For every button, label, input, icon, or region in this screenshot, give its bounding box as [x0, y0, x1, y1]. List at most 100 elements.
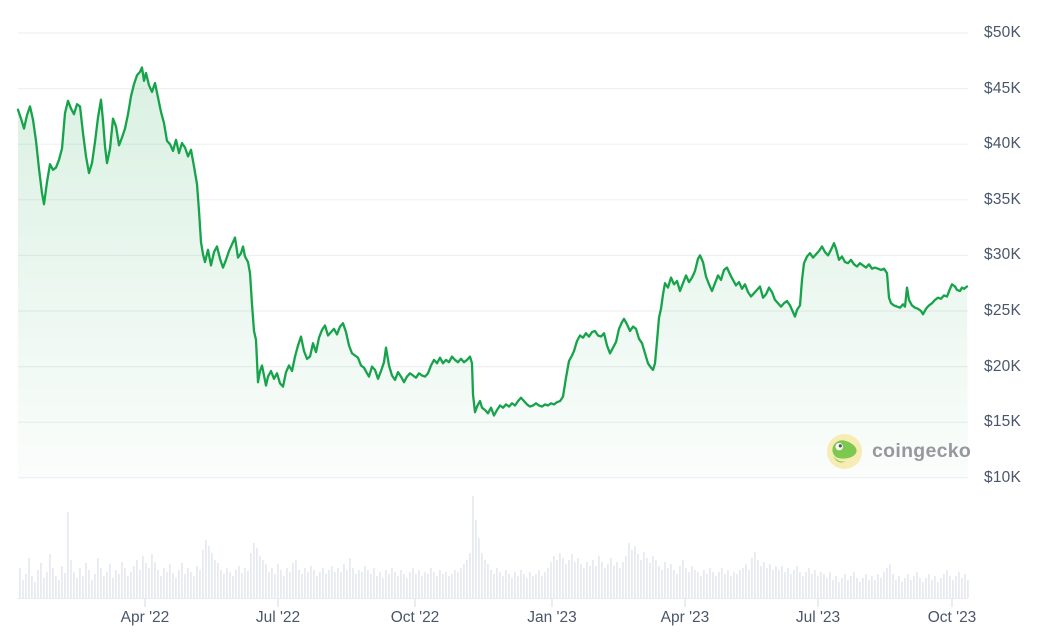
volume-bar	[862, 578, 864, 598]
volume-bar	[337, 568, 339, 598]
volume-bar	[406, 578, 408, 598]
volume-bar	[730, 576, 732, 598]
volume-bar	[271, 568, 273, 598]
volume-bar	[397, 576, 399, 598]
volume-bar	[109, 564, 111, 598]
volume-bar	[187, 568, 189, 598]
volume-bar	[619, 568, 621, 598]
volume-bar	[727, 570, 729, 598]
volume-bar	[949, 576, 951, 598]
volume-bar	[835, 576, 837, 598]
volume-bar	[601, 562, 603, 598]
volume-bar	[514, 572, 516, 598]
volume-bar	[709, 568, 711, 598]
y-tick-label: $10K	[984, 469, 1021, 486]
volume-bar	[748, 570, 750, 598]
volume-bar	[352, 568, 354, 598]
volume-bar	[250, 553, 252, 598]
volume-bar	[400, 570, 402, 598]
y-tick-label: $50K	[984, 24, 1021, 41]
volume-bar	[817, 576, 819, 598]
volume-bar	[232, 576, 234, 598]
volume-bar	[928, 574, 930, 598]
volume-bar	[877, 574, 879, 598]
volume-bar	[355, 574, 357, 598]
volume-bar	[367, 570, 369, 598]
volume-bar	[826, 578, 828, 598]
volume-bar	[157, 570, 159, 598]
volume-bar	[628, 543, 630, 598]
volume-bar	[358, 570, 360, 598]
volume-bar	[631, 550, 633, 598]
volume-bar	[583, 568, 585, 598]
volume-bar	[94, 574, 96, 598]
volume-bar	[142, 556, 144, 598]
volume-bar	[430, 568, 432, 598]
volume-bar	[649, 563, 651, 598]
volume-bar	[703, 570, 705, 598]
volume-bar	[706, 574, 708, 598]
volume-bar	[865, 574, 867, 598]
y-tick-label: $15K	[984, 413, 1021, 430]
volume-bar	[556, 560, 558, 598]
x-tick-label: Apr '22	[120, 609, 170, 626]
volume-bar	[325, 574, 327, 598]
x-tick-label: Apr '23	[660, 609, 710, 626]
volume-bar	[943, 574, 945, 598]
volume-bar	[427, 574, 429, 598]
volume-bar	[805, 572, 807, 598]
x-tick-label: Jul '22	[255, 609, 301, 626]
y-tick-label: $20K	[984, 358, 1021, 375]
volume-bar	[208, 546, 210, 598]
volume-bar	[169, 564, 171, 598]
volume-bar	[121, 562, 123, 598]
volume-bar	[283, 576, 285, 598]
volume-bar	[829, 572, 831, 598]
volume-bar	[904, 578, 906, 598]
volume-bar	[451, 574, 453, 598]
coingecko-logo-icon	[827, 433, 862, 469]
volume-bar	[424, 572, 426, 598]
volume-bar	[379, 572, 381, 598]
volume-bar	[322, 568, 324, 598]
volume-bar	[148, 568, 150, 598]
volume-bar	[196, 566, 198, 598]
volume-bar	[40, 563, 42, 598]
volume-bar	[151, 554, 153, 598]
volume-bar	[544, 572, 546, 598]
volume-bar	[850, 576, 852, 598]
coingecko-watermark[interactable]: coingecko	[826, 432, 971, 470]
volume-bar	[205, 540, 207, 598]
volume-bar	[694, 570, 696, 598]
volume-bar	[700, 576, 702, 598]
volume-bar	[139, 570, 141, 598]
volume-bar	[331, 566, 333, 598]
volume-bar	[814, 570, 816, 598]
volume-bar	[898, 576, 900, 598]
volume-bar	[958, 572, 960, 598]
volume-bar	[655, 560, 657, 598]
volume-bar	[724, 574, 726, 598]
volume-bar	[508, 574, 510, 598]
volume-bar	[259, 556, 261, 598]
volume-bar	[622, 562, 624, 598]
volume-bar	[715, 576, 717, 598]
volume-bar	[844, 574, 846, 598]
volume-bar	[820, 572, 822, 598]
volume-bar	[163, 568, 165, 598]
volume-bar	[574, 562, 576, 598]
volume-bar	[256, 548, 258, 598]
volume-bar	[823, 574, 825, 598]
volume-bar	[223, 574, 225, 598]
volume-bar	[523, 574, 525, 598]
volume-bar	[481, 553, 483, 598]
volume-bar	[307, 572, 309, 598]
volume-bar	[781, 566, 783, 598]
volume-bar	[751, 558, 753, 598]
volume-bar	[697, 572, 699, 598]
volume-bar	[382, 578, 384, 598]
volume-bar	[388, 574, 390, 598]
volume-bar	[895, 580, 897, 598]
volume-bar	[643, 552, 645, 598]
